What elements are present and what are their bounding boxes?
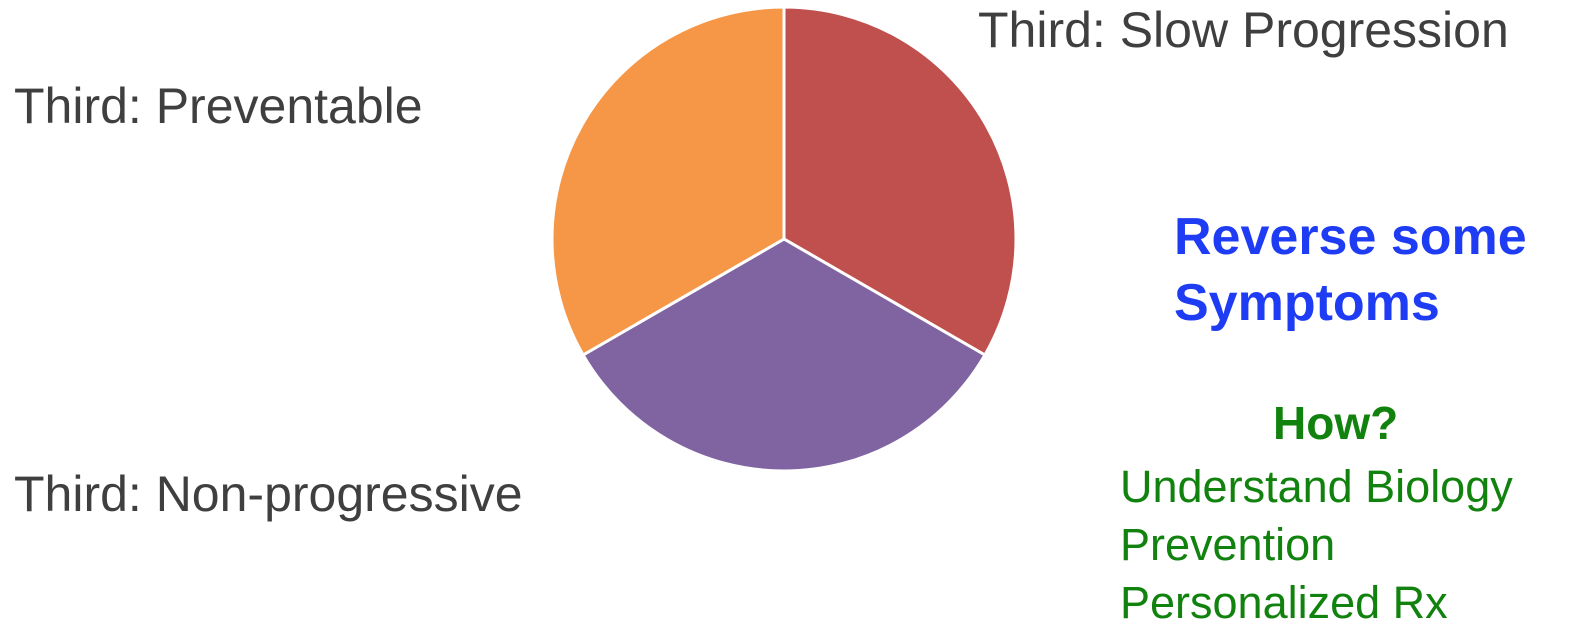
how-item-personalized-rx: Personalized Rx	[1120, 577, 1448, 628]
pie-slice-non-progressive	[581, 237, 987, 473]
slice-label-preventable: Third: Preventable	[14, 78, 423, 134]
reverse-symptoms-headline: Reverse some Symptoms	[1174, 204, 1527, 336]
headline-line-1: Reverse some	[1174, 208, 1527, 266]
slice-label-slow-progression: Third: Slow Progression	[978, 2, 1509, 58]
how-list: Understand Biology Prevention Personaliz…	[1120, 458, 1513, 632]
pie-slice-preventable	[550, 5, 786, 357]
how-heading: How?	[1273, 397, 1399, 449]
pie-slice-slow-progression	[782, 5, 1018, 357]
slice-label-non-progressive: Third: Non-progressive	[14, 466, 523, 522]
headline-line-2: Symptoms	[1174, 274, 1440, 332]
how-item-prevention: Prevention	[1120, 519, 1336, 570]
how-item-understand-biology: Understand Biology	[1120, 461, 1513, 512]
